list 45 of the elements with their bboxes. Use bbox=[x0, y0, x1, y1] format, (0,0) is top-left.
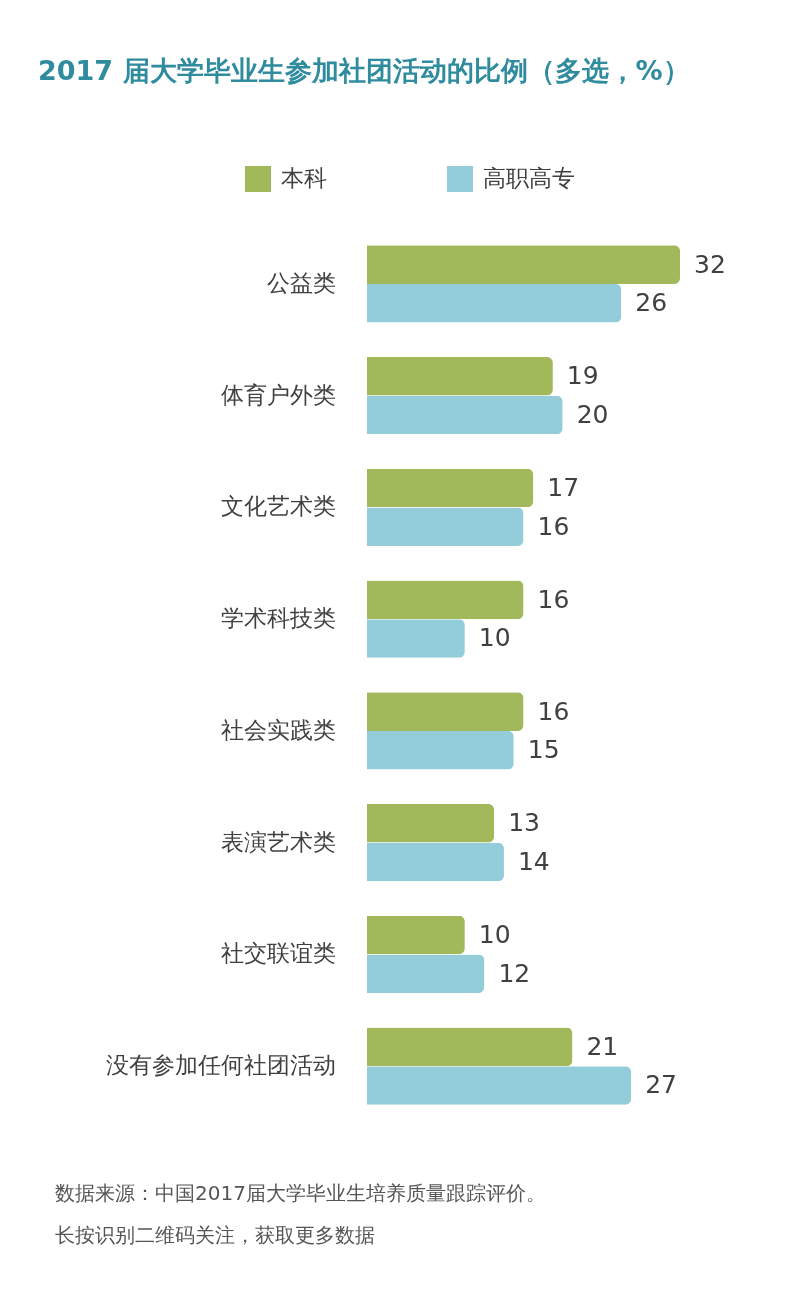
bar bbox=[367, 915, 465, 955]
bar bbox=[367, 954, 485, 993]
y-tick-label: 社会实践类 bbox=[220, 716, 336, 743]
bar bbox=[367, 580, 524, 620]
data-label: 16 bbox=[537, 511, 570, 541]
bar bbox=[367, 395, 563, 435]
bar bbox=[367, 468, 534, 508]
y-tick-label: 表演艺术类 bbox=[220, 828, 336, 855]
data-label: 15 bbox=[527, 735, 560, 765]
legend-label: 本科 bbox=[281, 165, 327, 191]
bar bbox=[367, 804, 495, 843]
y-tick-label: 文化艺术类 bbox=[220, 493, 336, 520]
bar bbox=[367, 1027, 573, 1067]
data-label: 26 bbox=[635, 288, 668, 318]
data-label: 12 bbox=[498, 958, 531, 988]
bar bbox=[367, 245, 681, 284]
data-label: 10 bbox=[478, 920, 511, 950]
chart-title: 2017 届大学毕业生参加社团活动的比例（多选，%） bbox=[38, 55, 690, 86]
data-label: 10 bbox=[478, 623, 511, 653]
y-tick-label: 公益类 bbox=[266, 269, 336, 296]
legend-label: 高职高专 bbox=[483, 165, 575, 191]
bar bbox=[367, 619, 465, 658]
bar bbox=[367, 507, 524, 546]
text: 长按识别二维码关注，获取更多数据 bbox=[55, 1223, 375, 1247]
data-label: 19 bbox=[566, 361, 599, 391]
data-label: 13 bbox=[508, 808, 540, 838]
data-label: 32 bbox=[694, 249, 726, 279]
y-tick-label: 没有参加任何社团活动 bbox=[105, 1052, 336, 1079]
data-label: 17 bbox=[547, 473, 580, 503]
data-label: 16 bbox=[537, 584, 570, 614]
y-tick-label: 体育户外类 bbox=[220, 381, 336, 408]
source-note: 数据来源：中国2017届大学毕业生培养质量跟踪评价。 bbox=[55, 1181, 546, 1205]
data-label: 14 bbox=[517, 846, 550, 876]
data-label: 16 bbox=[537, 696, 570, 726]
bar bbox=[367, 692, 524, 731]
data-label: 27 bbox=[645, 1070, 677, 1100]
y-tick-label: 学术科技类 bbox=[220, 605, 336, 632]
bar bbox=[367, 730, 514, 770]
bar bbox=[367, 283, 622, 323]
data-label: 20 bbox=[576, 399, 609, 429]
data-label: 21 bbox=[586, 1031, 619, 1061]
y-tick-label: 社交联谊类 bbox=[220, 940, 336, 967]
bar bbox=[367, 842, 504, 882]
bar bbox=[367, 1066, 632, 1105]
bar bbox=[367, 357, 553, 396]
